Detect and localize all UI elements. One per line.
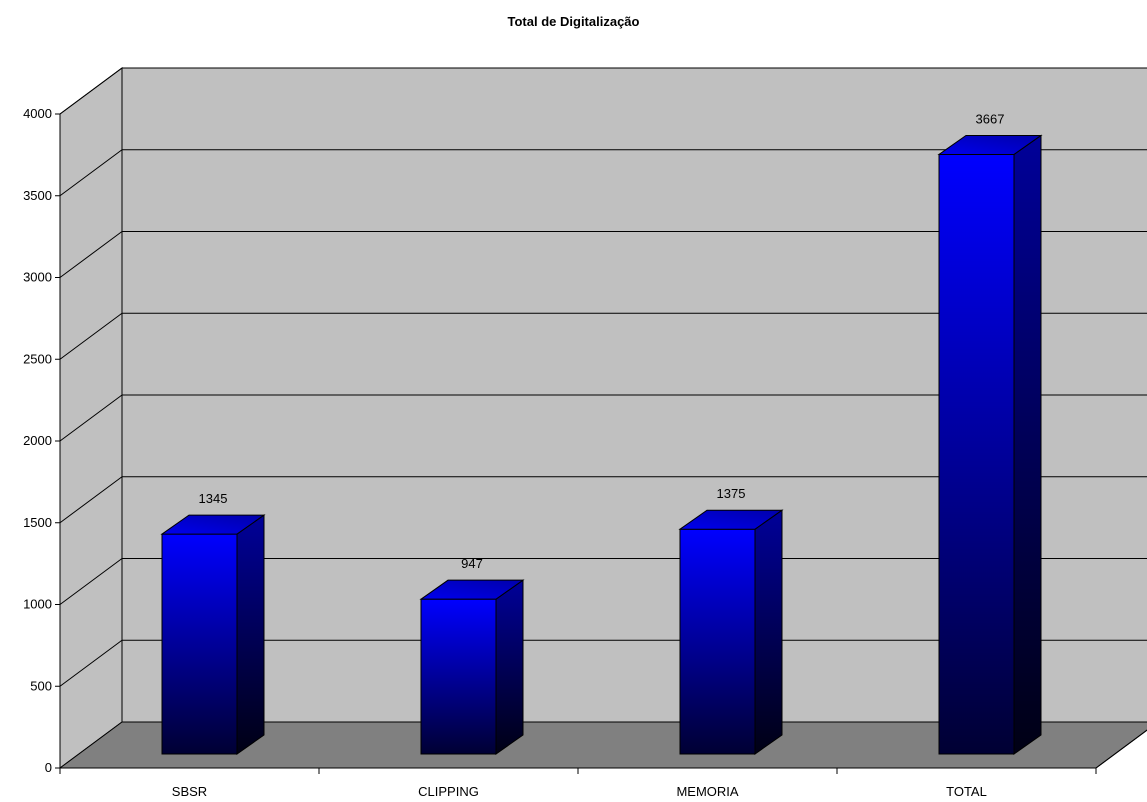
chart-title: Total de Digitalização bbox=[507, 14, 640, 29]
bar-top bbox=[419, 579, 525, 600]
gridline-diagonal bbox=[59, 312, 123, 360]
bars bbox=[160, 134, 1043, 755]
y-tick-label: 1500 bbox=[23, 515, 52, 530]
bar-side bbox=[495, 579, 524, 755]
category-label: TOTAL bbox=[946, 784, 987, 799]
category-label: CLIPPING bbox=[418, 784, 479, 799]
bar-clipping bbox=[419, 579, 525, 755]
labels: 0 500 1000 1500 2000 2500 3000 3500 4000 1345 SBSR… bbox=[23, 106, 1004, 799]
bar-total bbox=[937, 134, 1043, 755]
bar-front bbox=[420, 598, 497, 755]
gridline-diagonal bbox=[59, 149, 123, 197]
gridline-diagonal bbox=[59, 394, 123, 442]
bar-side bbox=[754, 509, 783, 755]
y-tick-label: 3500 bbox=[23, 188, 52, 203]
bar-top bbox=[160, 514, 266, 535]
data-label: 1345 bbox=[199, 491, 228, 506]
bar-sbsr bbox=[160, 514, 266, 755]
bar-front bbox=[161, 533, 238, 755]
y-tick-label: 0 bbox=[45, 760, 52, 775]
data-label: 947 bbox=[461, 556, 483, 571]
y-tick-label: 4000 bbox=[23, 106, 52, 121]
y-tick-label: 3000 bbox=[23, 270, 52, 285]
gridline-diagonal bbox=[59, 231, 123, 278]
y-tick-label: 2000 bbox=[23, 433, 52, 448]
y-tick-label: 1000 bbox=[23, 597, 52, 612]
category-label: SBSR bbox=[172, 784, 207, 799]
bar-top bbox=[937, 134, 1043, 155]
bar-top bbox=[678, 509, 784, 530]
gridline-diagonal bbox=[59, 639, 123, 687]
bar-side bbox=[1013, 134, 1042, 755]
y-tick-label: 500 bbox=[30, 678, 52, 693]
y-tick-label: 2500 bbox=[23, 351, 52, 366]
gridline-diagonal bbox=[59, 67, 123, 115]
category-label: MEMORIA bbox=[676, 784, 738, 799]
gridline-diagonal bbox=[59, 476, 123, 524]
floor-edge bbox=[1095, 729, 1147, 769]
data-label: 3667 bbox=[976, 111, 1005, 126]
bar-front bbox=[679, 528, 756, 755]
bar-front bbox=[938, 153, 1015, 755]
bar-memoria bbox=[678, 509, 784, 755]
bar-side bbox=[236, 514, 265, 755]
gridline-diagonal bbox=[59, 558, 123, 605]
data-label: 1375 bbox=[717, 486, 746, 501]
axes bbox=[55, 113, 1147, 774]
